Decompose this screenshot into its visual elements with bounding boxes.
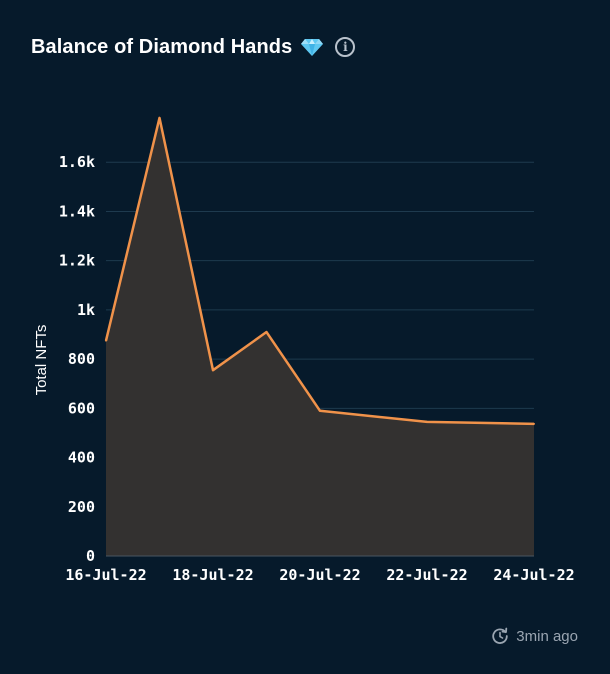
data-point: [533, 422, 535, 425]
y-tick-label: 0: [86, 547, 95, 565]
y-tick-label: 600: [68, 399, 95, 417]
y-tick-label: 1.4k: [59, 202, 95, 220]
y-axis-label: Total NFTs: [33, 325, 50, 396]
x-tick-label: 16-Jul-22: [65, 566, 146, 584]
y-tick-label: 1k: [77, 301, 95, 319]
refresh-clock-icon: [492, 627, 508, 644]
x-tick-labels: 16-Jul-22 18-Jul-22 20-Jul-22 22-Jul-22 24-J…: [65, 566, 574, 584]
chart-title: Balance of Diamond Hands: [31, 35, 293, 58]
y-tick-label: 200: [68, 498, 95, 516]
chart-header: Balance of Diamond Hands i: [31, 34, 356, 60]
y-tick-label: 400: [68, 449, 95, 467]
data-point: [319, 409, 321, 412]
data-point: [265, 331, 268, 334]
data-point: [158, 116, 161, 119]
data-point: [105, 339, 107, 342]
x-tick-label: 22-Jul-22: [386, 566, 467, 584]
last-updated-text: 3min ago: [516, 627, 578, 645]
y-tick-labels: 0 200 400 600 800 1k 1.2k 1.4k 1.6k: [59, 153, 95, 565]
series-area: [106, 117, 534, 556]
data-point: [212, 369, 214, 372]
gem-icon: [301, 39, 324, 56]
last-updated: 3min ago: [491, 627, 578, 645]
x-tick-label: 18-Jul-22: [172, 566, 253, 584]
x-tick-label: 24-Jul-22: [493, 566, 574, 584]
x-tick-label: 20-Jul-22: [279, 566, 360, 584]
y-tick-label: 800: [68, 350, 95, 368]
y-tick-label: 1.2k: [59, 252, 95, 270]
area-layer: [104, 116, 535, 557]
y-tick-label: 1.6k: [59, 153, 95, 171]
info-icon[interactable]: i: [335, 37, 356, 57]
data-point: [426, 420, 428, 423]
